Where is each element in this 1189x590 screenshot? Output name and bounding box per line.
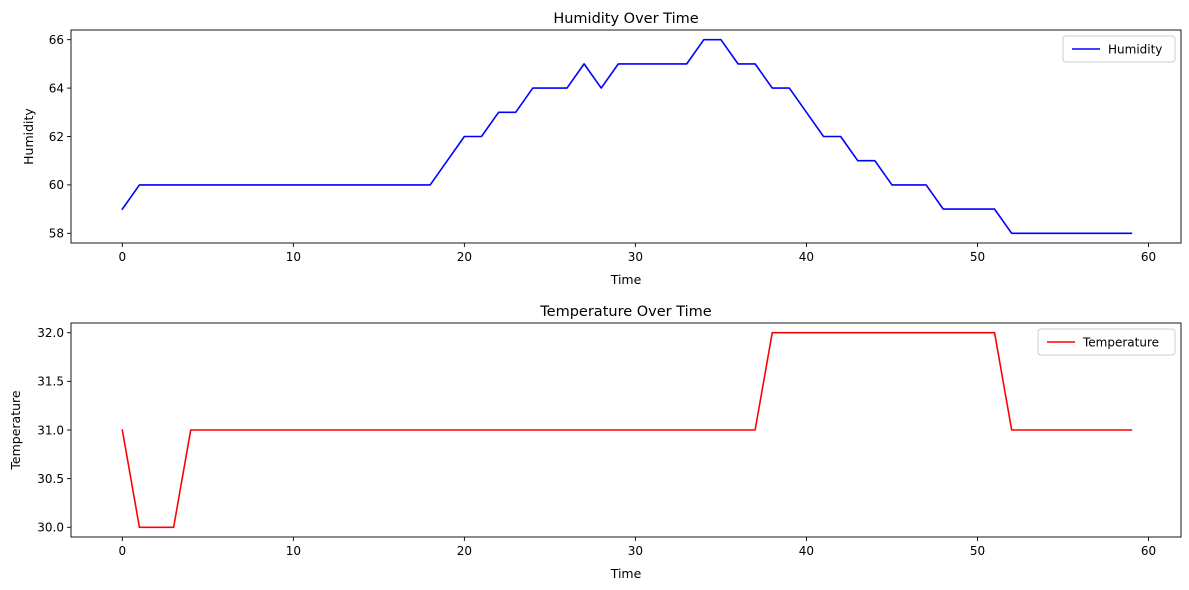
x-tick-label: 60 <box>1141 544 1156 558</box>
x-tick-label: 10 <box>286 250 301 264</box>
y-axis-label: Humidity <box>21 108 36 165</box>
legend: Temperature <box>1037 328 1176 356</box>
x-tick-label: 20 <box>457 250 472 264</box>
y-tick-label: 64 <box>49 81 64 95</box>
chart-humidity: Humidity Over Time 0 10 20 30 40 50 60 58 60 62 64 6… <box>21 11 1182 287</box>
x-tick-label: 50 <box>970 250 985 264</box>
x-axis-label: Time <box>610 566 642 581</box>
x-tick-label: 40 <box>799 544 814 558</box>
legend-label: Humidity <box>1108 43 1162 57</box>
y-tick-label: 30.0 <box>37 521 64 535</box>
x-tick-label: 40 <box>799 250 814 264</box>
y-tick-label: 60 <box>49 178 64 192</box>
chart-temperature: Temperature Over Time 0 10 20 30 40 50 60 30.0 30… <box>8 304 1182 581</box>
x-tick-label: 10 <box>286 544 301 558</box>
chart-title: Humidity Over Time <box>553 11 698 27</box>
x-tick-label: 50 <box>970 544 985 558</box>
x-axis-label: Time <box>610 272 642 287</box>
series-line-humidity <box>121 38 1133 235</box>
axes-frame <box>70 29 1182 244</box>
y-tick-label: 31.5 <box>37 375 64 389</box>
series-line-temperature <box>121 331 1133 529</box>
x-tick-label: 60 <box>1141 250 1156 264</box>
y-tick-label: 66 <box>49 33 64 47</box>
x-tick-label: 0 <box>118 250 126 264</box>
y-tick-label: 31.0 <box>37 423 64 437</box>
x-tick-label: 30 <box>628 250 643 264</box>
y-axis-label: Temperature <box>8 390 23 470</box>
legend: Humidity <box>1062 35 1176 63</box>
chart-title: Temperature Over Time <box>539 304 712 320</box>
legend-label: Temperature <box>1082 336 1159 350</box>
y-tick-label: 30.5 <box>37 472 64 486</box>
x-tick-label: 0 <box>118 544 126 558</box>
x-tick-label: 30 <box>628 544 643 558</box>
legend-frame <box>1062 35 1176 63</box>
legend-frame <box>1037 328 1176 356</box>
y-tick-label: 58 <box>49 227 64 241</box>
x-tick-label: 20 <box>457 544 472 558</box>
y-tick-label: 62 <box>49 130 64 144</box>
y-tick-label: 32.0 <box>37 326 64 340</box>
